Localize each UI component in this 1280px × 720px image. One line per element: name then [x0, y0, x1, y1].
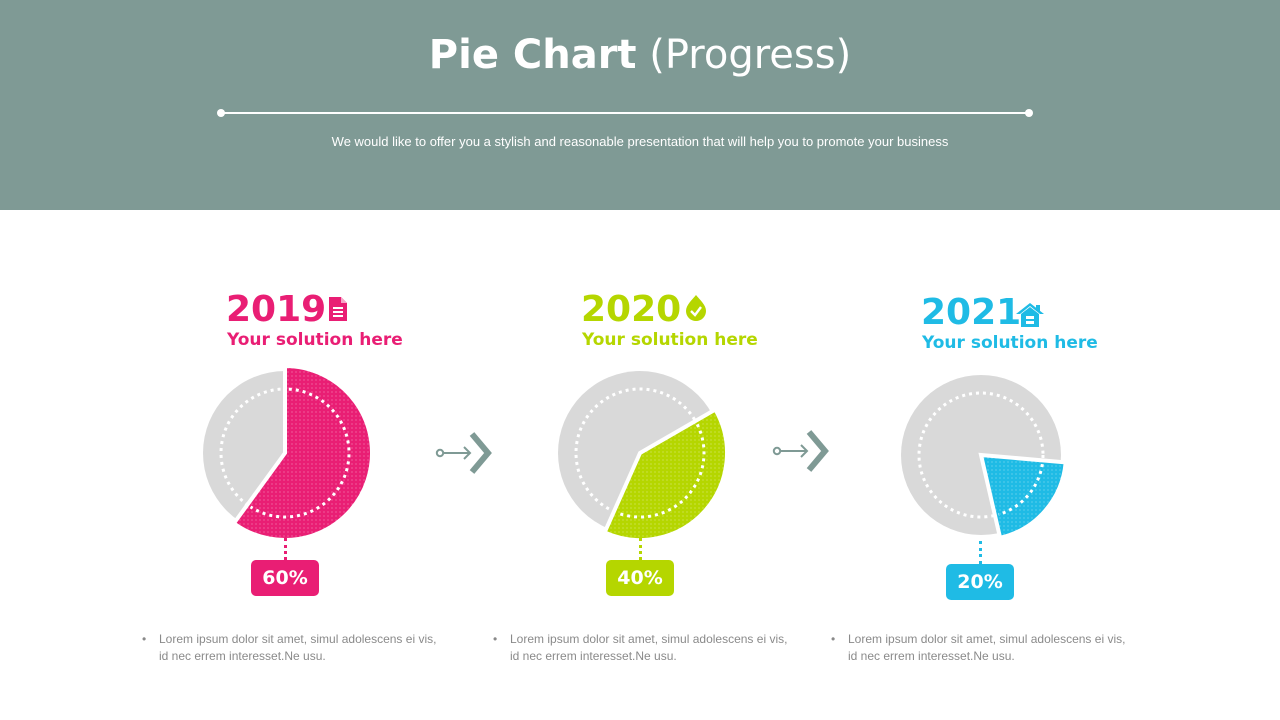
value-badge: 20% [946, 564, 1014, 600]
title-light: (Progress) [649, 32, 852, 78]
pie-chart-2019 [203, 363, 374, 542]
solution-label: Your solution here [582, 330, 758, 350]
year-label: 2021 [921, 292, 1022, 333]
description-text: • Lorem ipsum dolor sit amet, simul adole… [493, 632, 788, 663]
pie-guide-ring [917, 391, 1045, 519]
bullet-dot: • [493, 632, 498, 646]
value-badge: 60% [251, 560, 319, 596]
divider-right-dot [1025, 109, 1033, 117]
pie-slice-texture [981, 455, 1066, 538]
year-label: 2019 [226, 289, 327, 330]
title-bold: Pie Chart [428, 32, 637, 78]
value-connector [979, 541, 982, 564]
pie-slice-guide-ring [616, 423, 706, 519]
arrow-right-icon [772, 430, 829, 472]
bullet-dot: • [831, 632, 836, 646]
bullet-dot: • [142, 632, 147, 646]
pie-slice-texture [604, 409, 727, 540]
document-icon [329, 297, 347, 321]
value-connector [639, 538, 642, 560]
header-banner: Pie Chart (Progress) We would like to of… [0, 0, 1280, 210]
pie-slice-texture [233, 366, 372, 540]
page-subtitle: We would like to offer you a stylish and… [331, 134, 949, 149]
pie-slice-guide-ring [249, 387, 351, 519]
leaf-drop-icon [686, 295, 706, 321]
description-text: • Lorem ipsum dolor sit amet, simul adole… [142, 632, 437, 663]
arrow-right-icon [435, 432, 492, 474]
pie-chart-2021 [901, 375, 1068, 541]
pie-slice-guide-ring [998, 463, 1044, 516]
solution-label: Your solution here [227, 330, 403, 350]
page-title: Pie Chart (Progress) [0, 30, 1280, 80]
year-label: 2020 [581, 289, 682, 330]
header-divider [221, 112, 1029, 114]
divider-left-dot [217, 109, 225, 117]
description-text: • Lorem ipsum dolor sit amet, simul adole… [831, 632, 1126, 663]
value-badge: 40% [606, 560, 674, 596]
value-connector [284, 538, 287, 560]
house-icon [1016, 303, 1044, 327]
pie-chart-2020 [558, 371, 729, 542]
solution-label: Your solution here [922, 333, 1098, 353]
